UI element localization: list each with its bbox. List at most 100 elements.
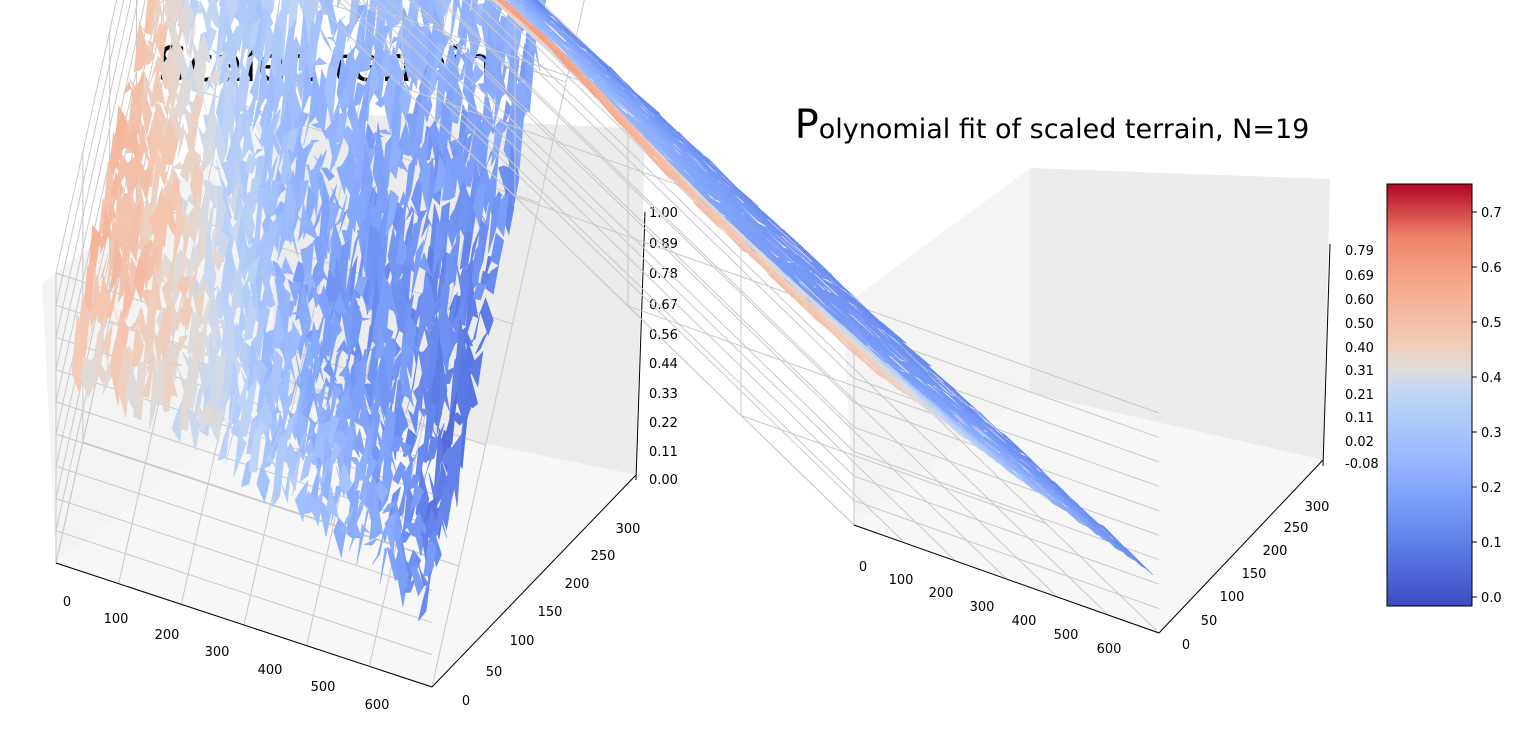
- surface-patch: [238, 262, 253, 281]
- surface-patch: [1121, 544, 1154, 576]
- surface-patch: [341, 505, 355, 532]
- surface-patch: [998, 430, 1030, 459]
- surface-patch: [218, 0, 223, 7]
- surface-patch: [248, 426, 263, 473]
- x-tick-label: 300: [205, 645, 230, 660]
- surface-patch: [539, 30, 571, 61]
- surface-patch: [353, 487, 368, 530]
- gridline: [351, 0, 595, 86]
- surface-patch: [423, 540, 437, 578]
- surface-patch: [182, 23, 197, 59]
- surface-patch: [279, 256, 294, 275]
- surface-patch: [328, 440, 342, 474]
- surface-patch: [168, 361, 183, 367]
- right-back-pane-left: [843, 168, 1030, 525]
- surface-patch: [164, 118, 178, 166]
- surface-patch: [668, 166, 701, 199]
- surface-patch: [474, 330, 489, 355]
- surface-patch: [392, 291, 407, 347]
- surface-patch: [470, 61, 484, 89]
- z-tick-label: 0.60: [1345, 293, 1374, 308]
- surface-patch: [745, 203, 778, 235]
- surface-patch: [410, 239, 425, 299]
- surface-patch: [326, 200, 340, 237]
- surface-patch: [487, 194, 502, 254]
- surface-patch: [228, 0, 240, 30]
- surface-patch: [397, 339, 412, 395]
- right-back-pane-right: [1030, 168, 1330, 460]
- surface-patch: [208, 70, 222, 88]
- surface-patch: [727, 180, 759, 207]
- surface-patch: [299, 453, 314, 482]
- surface-patch: [331, 344, 345, 394]
- colorbar-tick-label: 0.0: [1481, 591, 1502, 606]
- surface-patch: [243, 295, 258, 342]
- z-tick-label: 0.79: [1345, 244, 1374, 259]
- surface-patch: [717, 224, 750, 254]
- right-y-axis-line: [1158, 459, 1324, 634]
- y-tick-label: 250: [1284, 521, 1309, 536]
- z-tick-label: 0.11: [1345, 411, 1374, 426]
- surface-patch: [300, 390, 314, 413]
- surface-patch: [692, 202, 725, 232]
- surface-patch: [267, 180, 281, 220]
- colorbar-tick-label: 0.4: [1481, 371, 1502, 386]
- surface-patch: [795, 253, 827, 280]
- surface-patch: [438, 484, 453, 531]
- y-tick-label: 150: [538, 605, 563, 620]
- surface-patch: [200, 76, 215, 104]
- gridline: [336, 0, 1160, 610]
- surface-patch: [490, 232, 505, 266]
- surface-patch: [140, 356, 155, 399]
- surface-patch: [213, 121, 227, 168]
- surface-patch: [928, 403, 961, 431]
- surface-patch: [133, 361, 147, 421]
- surface-patch: [310, 488, 324, 527]
- surface-patch: [572, 52, 604, 83]
- surface-patch: [334, 112, 348, 144]
- surface-patch: [217, 416, 232, 461]
- colorbar-gradient: [1386, 183, 1473, 607]
- surface-patch: [467, 310, 481, 343]
- gridline: [55, 0, 433, 591]
- surface-patch: [1028, 475, 1060, 504]
- surface-patch: [480, 179, 494, 231]
- surface-patch: [323, 359, 338, 382]
- surface-patch: [597, 66, 630, 92]
- surface-patch: [439, 307, 453, 378]
- surface-patch: [246, 117, 261, 132]
- y-tick-label: 100: [1220, 590, 1245, 605]
- surface-patch: [305, 20, 320, 81]
- surface-patch: [757, 223, 790, 250]
- surface-patch: [320, 167, 335, 182]
- surface-patch: [269, 134, 284, 159]
- surface-patch: [859, 356, 892, 385]
- surface-patch: [117, 345, 132, 418]
- surface-patch: [495, 193, 510, 238]
- surface-patch: [363, 538, 378, 546]
- surface-patch: [313, 56, 328, 66]
- surface-patch: [397, 191, 412, 218]
- surface-patch: [151, 66, 166, 105]
- surface-patch: [541, 30, 573, 61]
- z-tick-label: 0.44: [649, 357, 678, 372]
- surface-patch: [179, 75, 194, 113]
- gridline: [55, 0, 433, 559]
- surface-patch: [187, 11, 202, 57]
- surface-patch: [294, 480, 309, 522]
- surface-patch: [688, 183, 720, 213]
- surface-patch: [138, 91, 153, 136]
- surface-patch: [303, 0, 317, 53]
- surface-patch: [347, 0, 360, 43]
- right-x-ticks: 0 100 200 300 400 500 600: [859, 560, 1122, 657]
- surface-patch: [485, 265, 499, 295]
- x-tick-label: 0: [63, 595, 71, 610]
- colorbar-tick-label: 0.1: [1481, 536, 1502, 551]
- surface-patch: [302, 266, 317, 290]
- surface-patch: [84, 300, 99, 352]
- surface-patch: [364, 455, 378, 487]
- surface-patch: [464, 270, 479, 340]
- y-tick-label: 250: [591, 549, 616, 564]
- surface-patch: [431, 41, 446, 75]
- surface-patch: [323, 62, 338, 127]
